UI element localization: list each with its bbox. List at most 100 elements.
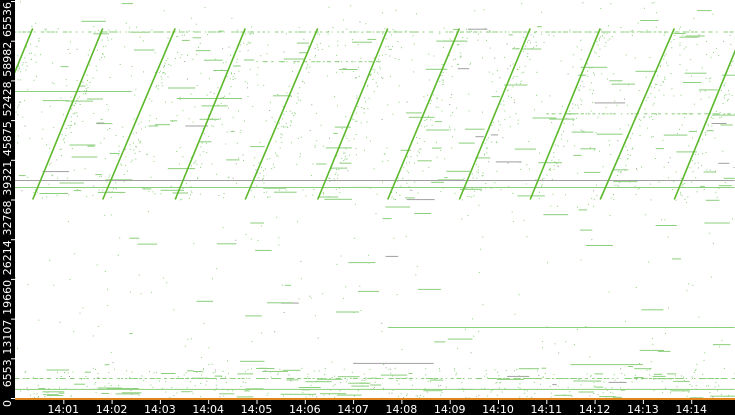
streak-dot xyxy=(137,31,139,33)
traffic-dot xyxy=(634,185,636,187)
traffic-dot xyxy=(499,77,501,79)
traffic-dot xyxy=(541,341,543,342)
traffic-dot xyxy=(616,104,618,106)
traffic-dot xyxy=(596,184,597,186)
traffic-dot xyxy=(504,388,506,390)
streak-dot xyxy=(534,31,537,33)
sweep-scatter-dot xyxy=(495,142,497,144)
x-tick xyxy=(208,400,210,404)
streak-dot xyxy=(488,31,491,33)
traffic-dot xyxy=(298,387,321,388)
sweep-scatter-dot xyxy=(535,45,537,47)
traffic-dot xyxy=(148,190,150,192)
traffic-dot xyxy=(251,32,253,34)
traffic-dot xyxy=(480,190,482,192)
traffic-dot xyxy=(578,74,587,76)
sweep-scatter-dot xyxy=(432,94,434,96)
sweep-scatter-dot xyxy=(15,82,16,84)
traffic-dot xyxy=(679,54,681,56)
sweep-scatter-dot xyxy=(706,130,708,132)
traffic-dot xyxy=(277,155,279,157)
traffic-dot xyxy=(708,78,710,80)
traffic-dot xyxy=(441,64,443,66)
sweep-scatter-dot xyxy=(266,158,268,160)
traffic-dot xyxy=(572,103,574,105)
traffic-dot xyxy=(601,73,603,75)
traffic-dot xyxy=(591,93,593,95)
sweep-scatter-dot xyxy=(572,124,574,126)
traffic-dot xyxy=(441,392,443,394)
traffic-dot xyxy=(290,380,292,382)
sweep-scatter-dot xyxy=(223,97,224,99)
y-tick xyxy=(11,278,15,280)
traffic-dot xyxy=(311,174,312,176)
streak-dot xyxy=(608,31,611,33)
streak-dot xyxy=(125,31,127,33)
traffic-dot xyxy=(643,7,645,9)
traffic-dot xyxy=(518,294,520,296)
x-tick-label: 14:07 xyxy=(337,403,369,415)
traffic-dot xyxy=(96,264,98,266)
traffic-dot xyxy=(535,41,537,43)
sweep-scatter-dot xyxy=(298,99,300,101)
traffic-dot xyxy=(395,199,396,200)
sweep-scatter-dot xyxy=(682,34,684,36)
sweep-scatter-dot xyxy=(701,164,702,166)
traffic-dot xyxy=(398,395,399,397)
sweep-scatter-dot xyxy=(275,152,276,154)
streak-dot xyxy=(197,378,201,379)
traffic-dot xyxy=(709,80,711,82)
sweep-scatter-dot xyxy=(724,82,726,84)
sweep-scatter-dot xyxy=(498,129,500,131)
traffic-dot xyxy=(541,367,547,369)
traffic-dot xyxy=(693,17,695,19)
sweep-scatter-dot xyxy=(613,198,615,200)
streak-dot xyxy=(271,378,275,379)
sweep-scatter-dot xyxy=(606,33,608,35)
sweep-scatter-dot xyxy=(451,65,453,67)
streak-dot xyxy=(566,31,569,33)
sweep-scatter-dot xyxy=(460,31,462,33)
sweep-scatter-dot xyxy=(129,144,131,146)
sweep-scatter-dot xyxy=(281,141,283,143)
traffic-dot xyxy=(594,386,604,388)
traffic-dot xyxy=(272,95,292,97)
sweep-scatter-dot xyxy=(280,137,282,139)
traffic-dot xyxy=(454,129,456,131)
traffic-dot xyxy=(26,65,28,67)
traffic-dot xyxy=(704,222,730,224)
traffic-dot xyxy=(222,62,224,64)
traffic-dot xyxy=(42,171,70,173)
traffic-dot xyxy=(413,71,415,73)
traffic-dot xyxy=(577,104,579,106)
traffic-dot xyxy=(199,154,201,156)
traffic-dot xyxy=(201,374,203,376)
x-tick xyxy=(449,400,451,404)
traffic-dot xyxy=(283,58,304,60)
sweep-scatter-dot xyxy=(83,93,84,95)
streak-dot xyxy=(368,31,372,33)
traffic-dot xyxy=(351,385,369,387)
traffic-dot xyxy=(710,395,712,397)
traffic-dot xyxy=(665,387,667,389)
traffic-dot xyxy=(673,95,675,97)
streak-dot xyxy=(205,31,207,33)
traffic-dot xyxy=(18,65,20,67)
traffic-dot xyxy=(498,387,500,389)
traffic-dot xyxy=(86,196,88,197)
traffic-dot xyxy=(686,290,688,292)
sweep-scatter-dot xyxy=(357,106,359,107)
sweep-line xyxy=(599,28,676,200)
sweep-scatter-dot xyxy=(317,46,319,48)
port-streak xyxy=(15,91,132,92)
traffic-dot xyxy=(68,194,70,196)
sweep-scatter-dot xyxy=(251,31,253,33)
traffic-dot xyxy=(137,243,158,245)
traffic-dot xyxy=(590,374,592,376)
streak-dot xyxy=(691,378,693,379)
traffic-dot xyxy=(24,371,26,373)
sweep-scatter-dot xyxy=(155,85,157,87)
streak-dot xyxy=(190,378,196,379)
sweep-scatter-dot xyxy=(420,125,422,127)
traffic-dot xyxy=(663,34,665,36)
